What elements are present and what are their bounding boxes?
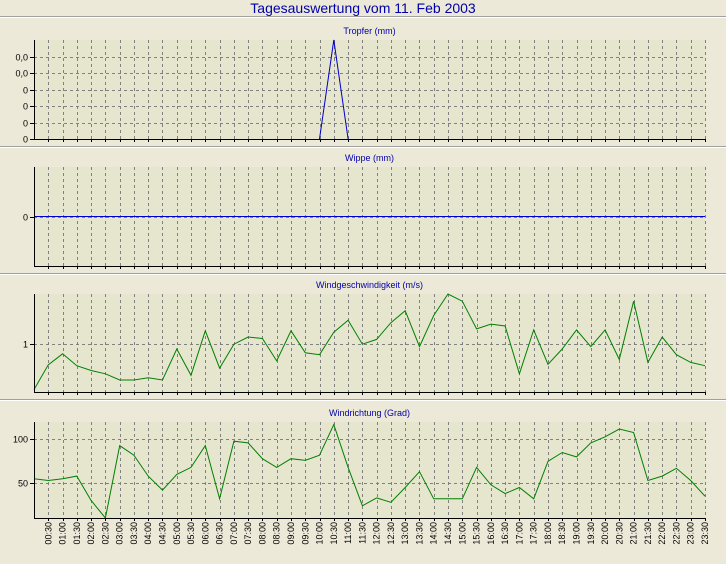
- y-tick-label: 0,0: [15, 69, 28, 79]
- chart-panel-4: Windrichtung (Grad) 100 50: [0, 399, 726, 521]
- chart-title: Windgeschwindigkeit (m/s): [316, 280, 423, 290]
- x-tick-label: 15:30: [472, 522, 482, 545]
- x-tick-label: 21:30: [643, 522, 653, 545]
- x-tick-label: 02:30: [100, 522, 110, 545]
- chart-panel-3: Windgeschwindigkeit (m/s) 1: [0, 273, 726, 395]
- x-tick-label: 11:30: [357, 522, 367, 544]
- x-tick-label: 23:30: [700, 522, 710, 545]
- x-tick-label: 08:00: [257, 522, 267, 545]
- x-tick-label: 10:30: [329, 522, 339, 545]
- y-tick-label: 0: [23, 119, 28, 129]
- x-tick-label: 01:30: [72, 522, 82, 545]
- y-tick-label: 0: [23, 86, 28, 96]
- x-tick-label: 22:00: [657, 522, 667, 545]
- x-tick-label: 14:00: [429, 522, 439, 545]
- x-tick-label: 16:00: [486, 522, 496, 545]
- x-tick-label: 12:30: [386, 522, 396, 545]
- x-tick-label: 13:00: [400, 522, 410, 545]
- chart-panel-2: Wippe (mm) 0: [0, 146, 726, 269]
- y-tick-label: 0: [23, 135, 28, 145]
- y-tick-label: 0,0: [15, 53, 28, 63]
- x-tick-label: 22:30: [671, 522, 681, 545]
- chart-panel-1: Tropfer (mm) 0,0 0,0 0 0 0 0: [0, 16, 726, 145]
- y-tick-label: 100: [13, 435, 28, 445]
- x-tick-label: 09:30: [300, 522, 310, 545]
- x-tick-label: 10:00: [315, 522, 325, 545]
- x-tick-label: 15:00: [457, 522, 467, 545]
- x-tick-label: 03:30: [129, 522, 139, 545]
- x-tick-label: 20:00: [600, 522, 610, 545]
- x-tick-label: 04:00: [143, 522, 153, 545]
- x-tick-label: 00:30: [43, 522, 53, 545]
- y-tick-label: 50: [18, 479, 28, 489]
- chart-title: Wippe (mm): [345, 153, 394, 163]
- vertical-grid: [48, 294, 706, 392]
- x-tick-label: 11:00: [343, 522, 353, 544]
- x-tick-label: 01:00: [58, 522, 68, 545]
- x-tick-label: 13:30: [415, 522, 425, 545]
- x-tick-label: 07:30: [243, 522, 253, 545]
- x-tick-label: 18:30: [557, 522, 567, 545]
- x-tick-label: 06:30: [215, 522, 225, 545]
- x-tick-label: 12:00: [372, 522, 382, 545]
- x-tick-label: 14:30: [443, 522, 453, 545]
- x-tick-label: 05:30: [186, 522, 196, 545]
- x-tick-label: 02:00: [86, 522, 96, 545]
- x-tick-label: 18:00: [543, 522, 553, 545]
- x-tick-label: 04:30: [158, 522, 168, 545]
- y-tick-label: 0: [23, 102, 28, 112]
- x-tick-label: 07:00: [229, 522, 239, 545]
- x-tick-label: 08:30: [272, 522, 282, 545]
- x-tick-label: 17:00: [514, 522, 524, 545]
- vertical-grid: [48, 40, 706, 139]
- series-line: [33, 423, 706, 520]
- page-title: Tagesauswertung vom 11. Feb 2003: [250, 0, 476, 16]
- x-tick-label: 09:00: [286, 522, 296, 545]
- plot-area: [34, 294, 705, 392]
- series-line: [319, 39, 349, 140]
- x-tick-label: 23:00: [686, 522, 696, 545]
- x-tick-label: 19:30: [586, 522, 596, 545]
- y-tick-label: 0: [23, 213, 28, 223]
- x-tick-label: 16:30: [500, 522, 510, 545]
- x-tick-label: 20:30: [614, 522, 624, 545]
- x-tick-label: 06:00: [200, 522, 210, 545]
- x-tick-label: 19:00: [572, 522, 582, 545]
- x-tick-label: 03:00: [115, 522, 125, 545]
- x-tick-label: 17:30: [529, 522, 539, 545]
- chart-title: Tropfer (mm): [343, 26, 395, 36]
- plot-area: [34, 40, 705, 139]
- y-tick-label: 1: [23, 340, 28, 350]
- chart-title: Windrichtung (Grad): [329, 408, 410, 418]
- series-line: [33, 293, 706, 390]
- x-axis-labels: 00:30 01:00 01:30 02:00 02:30 03:00 03:30 04:00…: [43, 522, 710, 545]
- x-tick-label: 21:00: [629, 522, 639, 545]
- x-tick-label: 05:00: [172, 522, 182, 545]
